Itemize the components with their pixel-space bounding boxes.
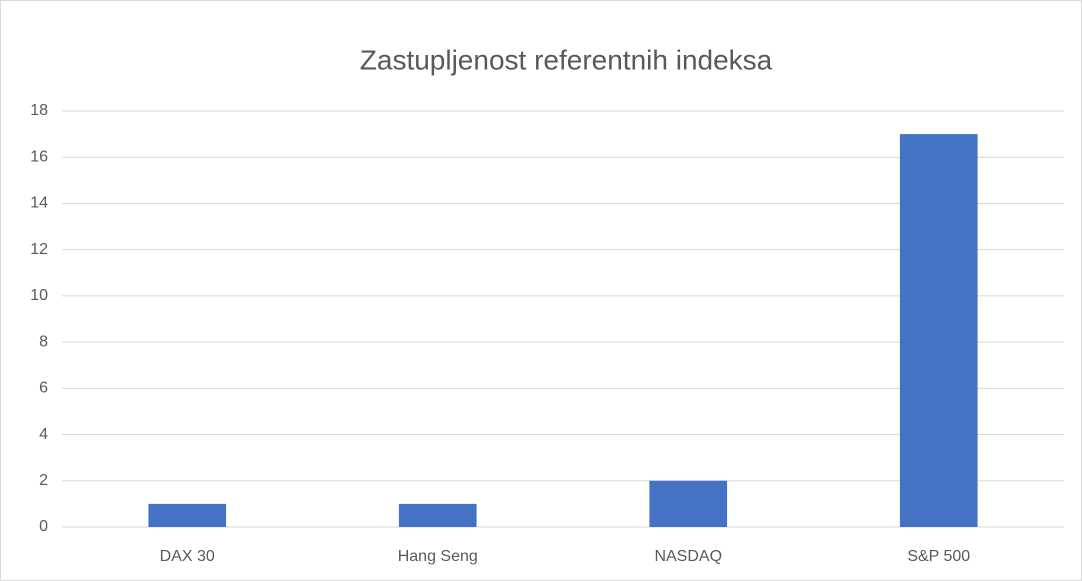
y-tick-label: 0 — [39, 518, 48, 535]
bar — [899, 134, 978, 527]
x-tick-label: DAX 30 — [160, 548, 215, 565]
y-tick-label: 6 — [39, 380, 48, 397]
bar — [148, 503, 227, 527]
bar — [649, 480, 728, 527]
y-tick-label: 18 — [30, 102, 48, 119]
y-tick-label: 2 — [39, 472, 48, 489]
y-tick-label: 12 — [30, 241, 48, 258]
y-tick-label: 14 — [30, 195, 48, 212]
chart-title: Zastupljenost referentnih indeksa — [360, 44, 773, 75]
x-tick-label: NASDAQ — [654, 548, 722, 565]
x-tick-label: S&P 500 — [907, 548, 970, 565]
y-tick-label: 10 — [30, 287, 48, 304]
bar — [398, 503, 477, 527]
x-tick-label: Hang Seng — [398, 548, 478, 565]
y-tick-label: 4 — [39, 426, 48, 443]
y-tick-label: 8 — [39, 333, 48, 350]
y-tick-label: 16 — [30, 148, 48, 165]
